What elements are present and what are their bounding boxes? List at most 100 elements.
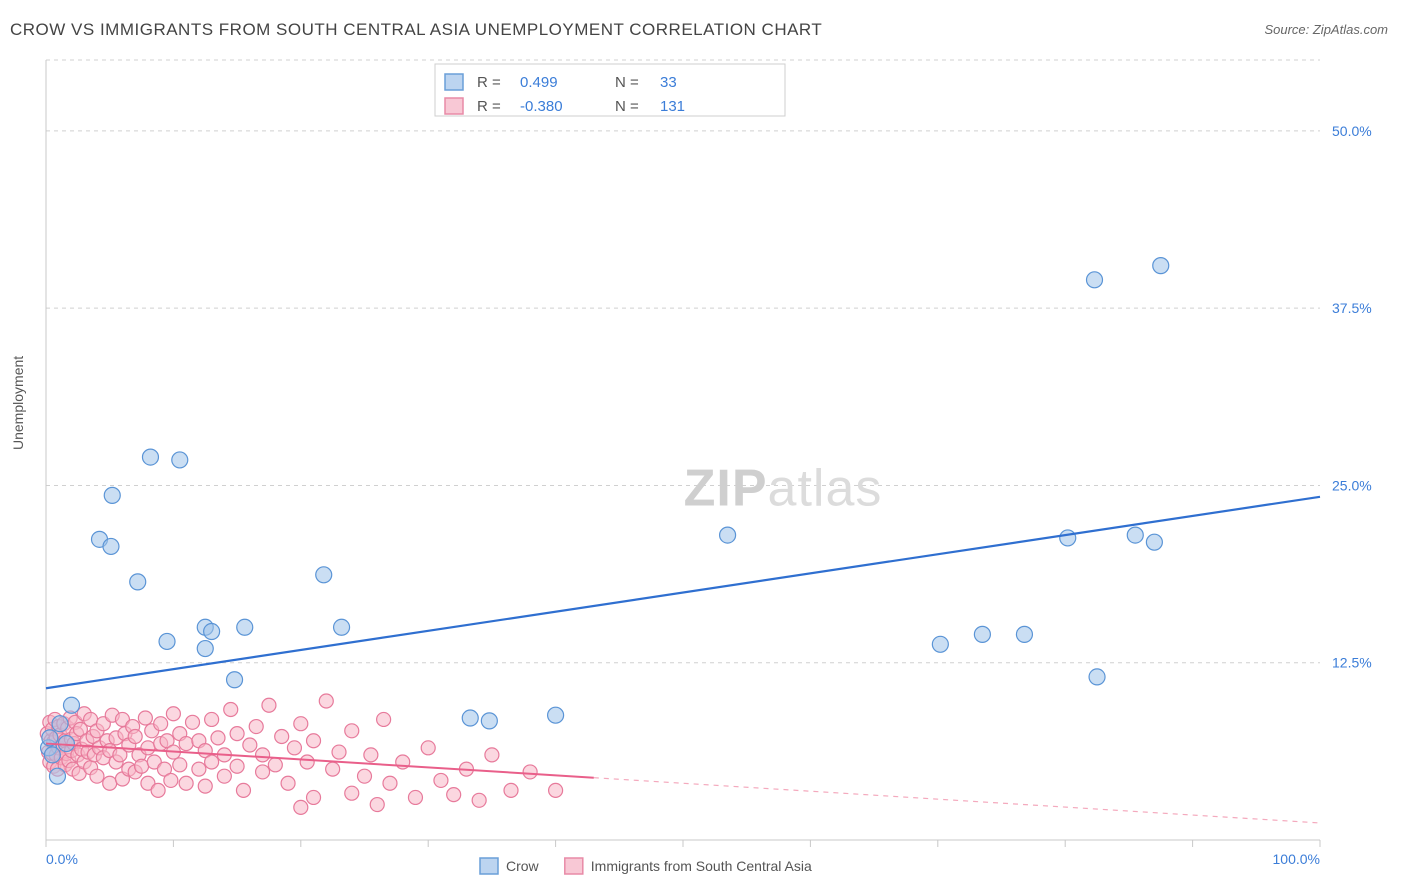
legend-r-value: 0.499 (520, 74, 558, 91)
data-point (164, 773, 178, 787)
data-point (179, 776, 193, 790)
data-point (204, 624, 220, 640)
watermark: ZIPatlas (684, 459, 883, 517)
data-point (205, 712, 219, 726)
data-point (205, 755, 219, 769)
trend-line-pink-dashed (594, 778, 1320, 823)
data-point (173, 758, 187, 772)
legend-n-value: 33 (660, 74, 677, 91)
data-point (549, 783, 563, 797)
legend-n-label: N = (615, 98, 639, 115)
data-point (345, 724, 359, 738)
legend-r-label: R = (477, 74, 501, 91)
data-point (256, 765, 270, 779)
data-point (172, 452, 188, 468)
data-point (262, 698, 276, 712)
data-point (1153, 258, 1169, 274)
y-tick-label: 50.0% (1332, 123, 1372, 139)
bottom-legend-label: Crow (506, 858, 540, 874)
data-point (287, 741, 301, 755)
data-point (504, 783, 518, 797)
y-tick-label: 37.5% (1332, 300, 1372, 316)
data-point (1060, 530, 1076, 546)
data-point (49, 768, 65, 784)
data-point (1089, 669, 1105, 685)
chart-source: Source: ZipAtlas.com (1264, 22, 1388, 37)
data-point (104, 487, 120, 503)
data-point (256, 748, 270, 762)
bottom-legend-swatch (565, 858, 583, 874)
data-point (103, 538, 119, 554)
data-point (523, 765, 537, 779)
data-point (300, 755, 314, 769)
data-point (472, 793, 486, 807)
data-point (52, 716, 68, 732)
data-point (326, 762, 340, 776)
data-point (408, 790, 422, 804)
data-point (334, 619, 350, 635)
data-point (197, 641, 213, 657)
data-point (130, 574, 146, 590)
data-point (198, 779, 212, 793)
data-point (224, 703, 238, 717)
data-point (319, 694, 333, 708)
data-point (307, 734, 321, 748)
data-point (462, 710, 478, 726)
data-point (481, 713, 497, 729)
data-point (281, 776, 295, 790)
data-point (44, 747, 60, 763)
data-point (192, 762, 206, 776)
data-point (345, 786, 359, 800)
data-point (421, 741, 435, 755)
data-point (1127, 527, 1143, 543)
data-point (237, 619, 253, 635)
data-point (243, 738, 257, 752)
trend-line-blue (46, 497, 1320, 688)
data-point (142, 449, 158, 465)
data-point (268, 758, 282, 772)
data-point (332, 745, 346, 759)
data-point (377, 712, 391, 726)
data-point (227, 672, 243, 688)
data-point (307, 790, 321, 804)
data-point (141, 741, 155, 755)
data-point (135, 759, 149, 773)
bottom-legend-label: Immigrants from South Central Asia (591, 858, 812, 874)
chart-title: CROW VS IMMIGRANTS FROM SOUTH CENTRAL AS… (10, 20, 822, 40)
x-tick-label: 0.0% (46, 851, 78, 867)
data-point (179, 737, 193, 751)
legend-r-value: -0.380 (520, 98, 563, 115)
legend-n-value: 131 (660, 98, 685, 115)
data-point (434, 773, 448, 787)
data-point (1087, 272, 1103, 288)
data-point (151, 783, 165, 797)
data-point (383, 776, 397, 790)
data-point (211, 731, 225, 745)
data-point (230, 727, 244, 741)
data-point (166, 707, 180, 721)
data-point (548, 707, 564, 723)
data-point (217, 769, 231, 783)
chart-container: Unemployment 12.5%25.0%37.5%50.0%0.0%100… (0, 50, 1406, 892)
data-point (138, 711, 152, 725)
data-point (230, 759, 244, 773)
data-point (358, 769, 372, 783)
data-point (159, 633, 175, 649)
data-point (249, 720, 263, 734)
data-point (294, 717, 308, 731)
bottom-legend-swatch (480, 858, 498, 874)
data-point (485, 748, 499, 762)
data-point (154, 717, 168, 731)
data-point (103, 776, 117, 790)
data-point (974, 626, 990, 642)
data-point (370, 798, 384, 812)
data-point (275, 729, 289, 743)
data-point (932, 636, 948, 652)
x-tick-label: 100.0% (1273, 851, 1320, 867)
data-point (720, 527, 736, 543)
legend-r-label: R = (477, 98, 501, 115)
y-tick-label: 25.0% (1332, 477, 1372, 493)
data-point (364, 748, 378, 762)
data-point (1016, 626, 1032, 642)
data-point (236, 783, 250, 797)
